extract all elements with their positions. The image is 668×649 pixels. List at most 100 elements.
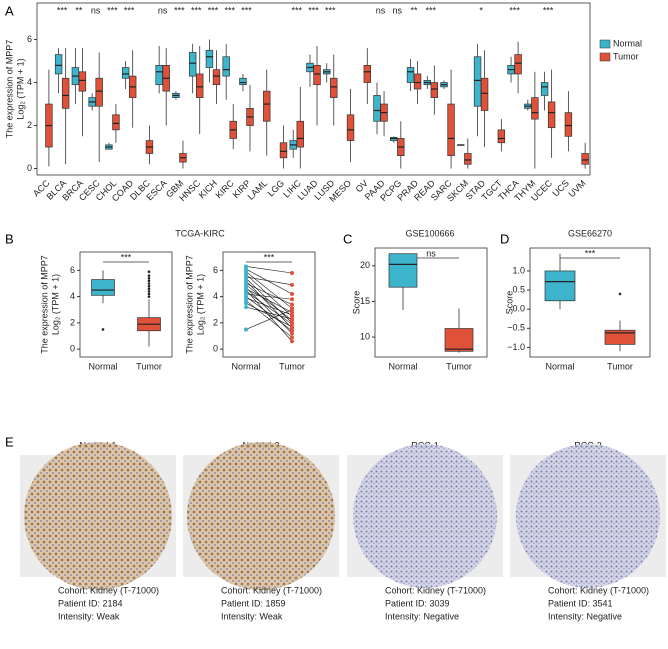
box bbox=[188, 52, 197, 77]
outlier bbox=[147, 270, 151, 273]
significance: *** bbox=[509, 5, 520, 15]
box bbox=[205, 49, 214, 68]
pair-line bbox=[245, 289, 293, 342]
pair-line bbox=[245, 309, 293, 330]
significance: *** bbox=[121, 252, 132, 262]
y-axis-label: Log₂ (TPM + 1) bbox=[15, 58, 25, 119]
point bbox=[244, 305, 248, 310]
box bbox=[497, 129, 506, 144]
box bbox=[447, 103, 455, 157]
x-tick-label: Tumor bbox=[607, 361, 633, 371]
significance: ns bbox=[376, 5, 386, 15]
box bbox=[373, 95, 381, 122]
point bbox=[290, 335, 294, 340]
x-tick-label: Normal bbox=[231, 361, 260, 371]
y-tick-label: 6 bbox=[70, 265, 75, 275]
significance: * bbox=[479, 5, 483, 15]
box bbox=[112, 114, 120, 131]
pair-line bbox=[245, 300, 293, 338]
box bbox=[413, 73, 422, 90]
box bbox=[604, 329, 636, 345]
box bbox=[363, 64, 371, 83]
tile-caption: Patient ID: 2184 bbox=[58, 598, 123, 608]
significance: *** bbox=[264, 252, 275, 262]
box bbox=[155, 64, 163, 86]
pair-line bbox=[245, 288, 293, 313]
significance: *** bbox=[208, 5, 219, 15]
box bbox=[346, 114, 355, 141]
box bbox=[95, 77, 103, 107]
point bbox=[290, 313, 294, 317]
axis-frame bbox=[79, 251, 173, 358]
outlier bbox=[618, 292, 622, 296]
tile-caption: Intensity: Weak bbox=[58, 611, 120, 621]
tile-caption: Intensity: Negative bbox=[385, 611, 459, 621]
significance: ns bbox=[91, 5, 101, 15]
point bbox=[290, 282, 294, 287]
pair-line bbox=[245, 266, 293, 274]
legend-label: Tumor bbox=[613, 51, 639, 61]
pair-line bbox=[245, 274, 293, 317]
axis-frame bbox=[374, 247, 488, 358]
box bbox=[263, 90, 271, 122]
tile-caption: Intensity: Negative bbox=[548, 611, 622, 621]
box bbox=[388, 253, 418, 288]
chart-title: TCGA-KIRC bbox=[175, 228, 225, 238]
box bbox=[61, 77, 70, 109]
x-tick-label: Tumor bbox=[136, 361, 162, 371]
point bbox=[290, 271, 294, 275]
box bbox=[514, 54, 522, 75]
box bbox=[544, 270, 576, 302]
outlier bbox=[147, 274, 151, 277]
y-tick-label: 0 bbox=[70, 344, 75, 354]
y-tick-label: 2 bbox=[27, 120, 32, 130]
y-tick-label: 15 bbox=[360, 296, 370, 306]
significance: *** bbox=[426, 5, 437, 15]
y-tick-label: 2 bbox=[70, 317, 75, 327]
box bbox=[330, 77, 338, 98]
y-tick-label: 0 bbox=[27, 163, 32, 173]
box bbox=[540, 82, 549, 96]
outlier bbox=[101, 328, 105, 331]
panel-label: B bbox=[5, 231, 14, 246]
significance: *** bbox=[174, 5, 185, 15]
outlier bbox=[147, 279, 151, 283]
outlier bbox=[147, 282, 151, 285]
box bbox=[279, 142, 288, 159]
y-tick-label: −0.5 bbox=[507, 323, 525, 333]
x-tick-label: UCS bbox=[550, 178, 571, 199]
axis-frame bbox=[529, 247, 651, 358]
pair-line bbox=[245, 284, 293, 321]
box bbox=[196, 73, 204, 98]
tile-caption: Patient ID: 3541 bbox=[548, 598, 613, 608]
tissue-core bbox=[516, 444, 660, 588]
pair-line bbox=[245, 291, 293, 325]
pair-line bbox=[245, 280, 293, 329]
pair-line bbox=[245, 302, 293, 328]
tile-caption: Patient ID: 1859 bbox=[221, 598, 286, 608]
outlier bbox=[147, 290, 151, 293]
significance: *** bbox=[585, 248, 596, 258]
point bbox=[290, 297, 294, 302]
point bbox=[290, 292, 294, 296]
significance: *** bbox=[124, 5, 135, 15]
tile-caption: Cohort: Kidney (T-71000) bbox=[385, 585, 486, 595]
y-axis-label: Score bbox=[504, 291, 514, 315]
box bbox=[531, 97, 539, 120]
outlier bbox=[147, 276, 151, 280]
significance: ns bbox=[426, 248, 436, 258]
legend-swatch bbox=[599, 39, 611, 49]
x-tick-label: Normal bbox=[545, 361, 574, 371]
tile-caption: Cohort: Kidney (T-71000) bbox=[58, 585, 159, 595]
box bbox=[406, 67, 415, 83]
x-tick-label: KIRC bbox=[214, 178, 237, 201]
axis-frame bbox=[222, 251, 316, 358]
box bbox=[91, 279, 115, 296]
significance: *** bbox=[224, 5, 235, 15]
x-tick-label: KICH bbox=[197, 178, 219, 200]
significance: ** bbox=[411, 5, 419, 15]
tile-caption: Patient ID: 3039 bbox=[385, 598, 450, 608]
significance: *** bbox=[325, 5, 336, 15]
box bbox=[480, 77, 489, 111]
